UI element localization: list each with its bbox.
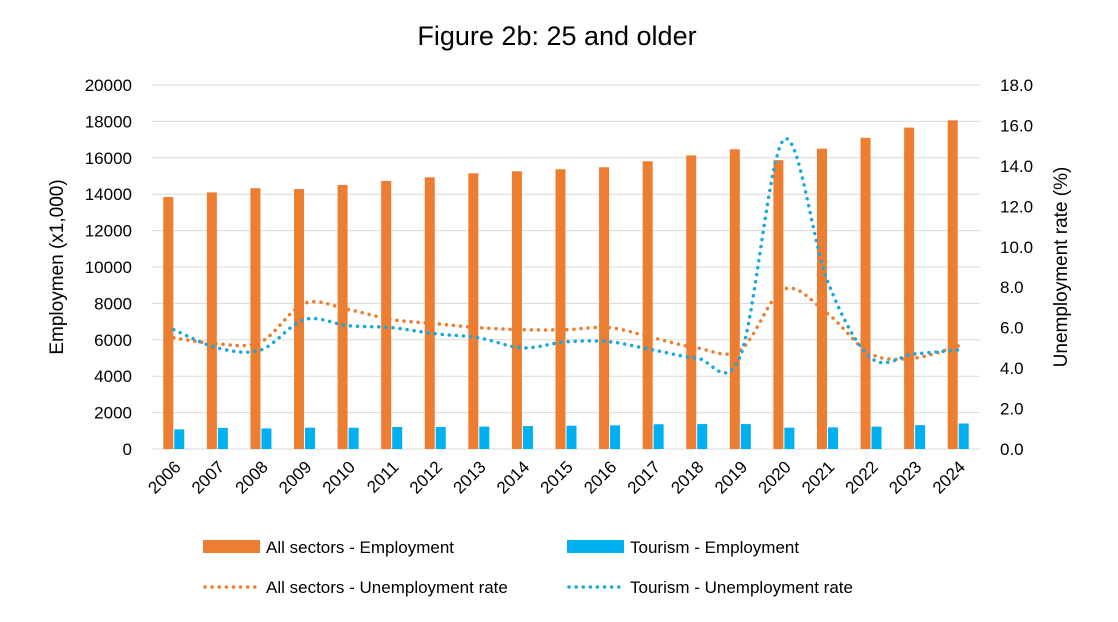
y-tick-label: 20000	[85, 76, 132, 95]
y-tick-label: 4000	[94, 367, 132, 386]
bar	[566, 425, 577, 449]
x-tick-label: 2014	[493, 457, 533, 497]
y2-tick-label: 14.0	[1000, 157, 1033, 176]
bar	[610, 425, 621, 449]
legend-label: All sectors - Unemployment rate	[266, 578, 508, 597]
line-series	[172, 137, 960, 375]
bar	[348, 427, 359, 449]
y2-tick-label: 16.0	[1000, 116, 1033, 135]
y-axis-title: Employmen (x1,000)	[47, 179, 68, 354]
bar	[337, 184, 348, 449]
y-tick-label: 12000	[85, 222, 132, 241]
x-tick-label: 2015	[537, 457, 577, 497]
bar	[686, 155, 697, 449]
bar	[511, 171, 522, 449]
y-tick-label: 6000	[94, 331, 132, 350]
x-axis-ticks: 2006 2007 2008 2009 2010 2011 2012 2013 2014 2015…	[144, 457, 969, 497]
bar	[860, 137, 871, 449]
x-tick-label: 2006	[144, 457, 184, 497]
bar	[217, 427, 228, 449]
y2-tick-label: 12.0	[1000, 197, 1033, 216]
bar	[424, 177, 435, 450]
bar	[871, 426, 882, 449]
x-tick-label: 2016	[580, 457, 620, 497]
bar	[697, 424, 708, 449]
bar	[653, 424, 664, 449]
x-tick-label: 2018	[667, 457, 707, 497]
x-tick-label: 2009	[275, 457, 315, 497]
bar	[468, 173, 479, 449]
y2-tick-label: 6.0	[1000, 319, 1024, 338]
bar	[784, 427, 795, 449]
bar	[250, 188, 261, 449]
y-tick-label: 16000	[85, 149, 132, 168]
x-tick-label: 2022	[842, 457, 882, 497]
bar	[555, 169, 566, 450]
y-tick-label: 10000	[85, 258, 132, 277]
x-tick-label: 2012	[406, 457, 446, 497]
x-tick-label: 2007	[188, 457, 228, 497]
bar	[435, 426, 446, 449]
bar	[915, 425, 926, 449]
bar	[174, 429, 185, 449]
bar	[163, 196, 174, 449]
x-tick-label: 2020	[755, 457, 795, 497]
bar	[599, 167, 610, 449]
legend-label: Tourism - Employment	[630, 538, 799, 557]
legend: All sectors - Employment Tourism - Employ…	[203, 538, 853, 597]
y2-tick-label: 0.0	[1000, 440, 1024, 459]
chart-title: Figure 2b: 25 and older	[417, 21, 696, 51]
y2-tick-label: 4.0	[1000, 359, 1024, 378]
x-tick-label: 2010	[319, 457, 359, 497]
y2-axis-title: Unemployment rate (%)	[1051, 167, 1072, 368]
x-tick-label: 2024	[929, 457, 969, 497]
y-tick-label: 0	[123, 440, 132, 459]
bar	[773, 160, 784, 449]
legend-label: Tourism - Unemployment rate	[630, 578, 853, 597]
series-line	[172, 137, 960, 375]
y2-tick-label: 18.0	[1000, 76, 1033, 95]
bar	[479, 426, 490, 449]
bar	[305, 427, 316, 449]
x-tick-label: 2017	[624, 457, 664, 497]
bar	[947, 120, 958, 450]
series-line	[172, 286, 960, 362]
bar	[294, 189, 305, 449]
y-tick-label: 2000	[94, 404, 132, 423]
bar	[904, 127, 915, 449]
y-tick-label: 8000	[94, 294, 132, 313]
bar	[392, 426, 403, 449]
y2-tick-label: 8.0	[1000, 278, 1024, 297]
x-tick-label: 2013	[449, 457, 489, 497]
bar-series	[163, 120, 969, 450]
right-axis-ticks: 0.0 2.0 4.0 6.0 8.0 10.0 12.0 14.0 16.0 18.0	[1000, 76, 1033, 459]
bar	[958, 423, 969, 449]
legend-swatch	[567, 540, 624, 553]
bar	[816, 148, 827, 449]
bar	[827, 427, 838, 449]
bar	[206, 192, 217, 449]
x-tick-label: 2023	[885, 457, 925, 497]
bar	[642, 161, 653, 449]
gridlines	[152, 84, 980, 450]
y2-tick-label: 10.0	[1000, 238, 1033, 257]
bar	[729, 149, 740, 449]
x-tick-label: 2021	[798, 457, 838, 497]
x-tick-label: 2011	[363, 457, 402, 496]
legend-label: All sectors - Employment	[266, 538, 454, 557]
x-tick-label: 2019	[711, 457, 751, 497]
y2-tick-label: 2.0	[1000, 400, 1024, 419]
bar	[381, 180, 392, 449]
y-tick-label: 18000	[85, 112, 132, 131]
bar	[261, 428, 272, 449]
bar	[522, 426, 533, 449]
x-tick-label: 2008	[232, 457, 272, 497]
left-axis-ticks: 0 2000 4000 6000 8000 10000 12000 14000 16000 180…	[85, 76, 132, 459]
y-tick-label: 14000	[85, 185, 132, 204]
bar	[740, 424, 751, 449]
legend-swatch	[203, 540, 260, 553]
